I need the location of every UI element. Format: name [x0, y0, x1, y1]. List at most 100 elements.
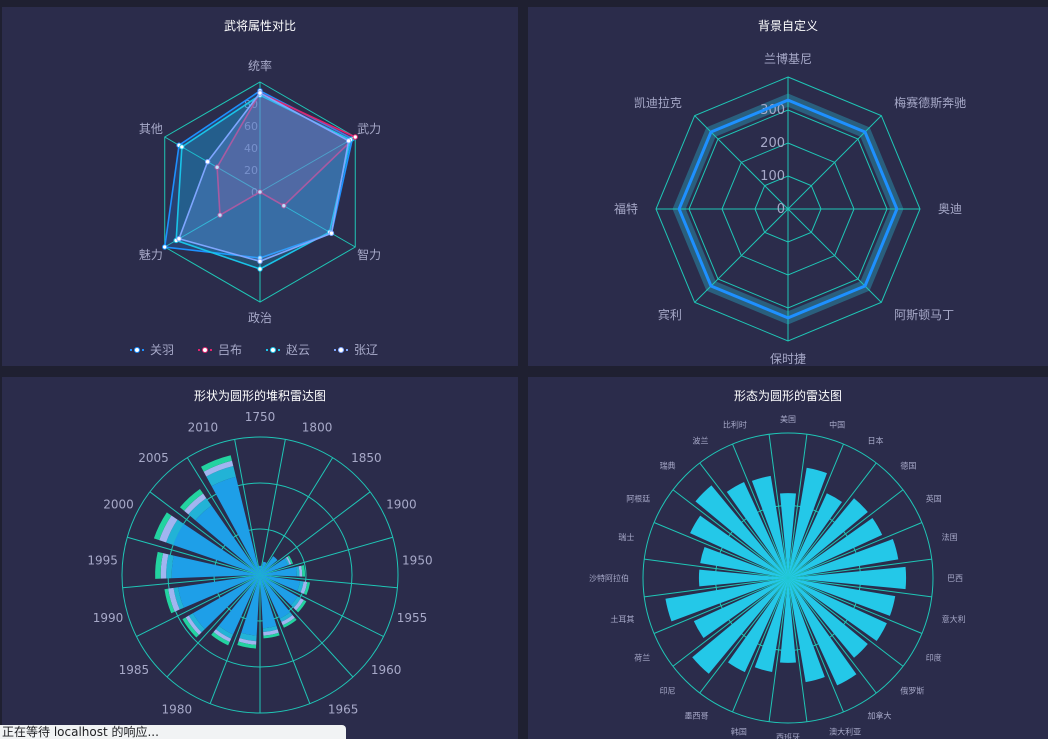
polar-bar-segment — [298, 565, 303, 577]
radial-tick-label: 0 — [777, 202, 785, 217]
category-label: 德国 — [900, 461, 916, 471]
polar-axis-line — [136, 574, 261, 637]
polar-bar-segment — [203, 460, 234, 477]
polar-axis-line — [653, 577, 789, 634]
polar-axis-line — [127, 536, 261, 576]
polar-axis-line — [699, 462, 789, 579]
polar-bar-segment — [260, 575, 301, 592]
category-label: 巴西 — [947, 574, 963, 583]
polar-bar — [788, 498, 868, 578]
chart-title: 背景自定义 — [757, 19, 818, 33]
polar-bar — [695, 485, 788, 578]
polar-bar-segment — [166, 554, 174, 579]
polar-bar-segment — [260, 575, 298, 606]
legend-label: 关羽 — [150, 343, 174, 357]
polar-axis-line — [787, 434, 808, 579]
polar-bar-segment — [297, 580, 304, 593]
polar-axis-line — [653, 522, 789, 579]
panel-general-attributes: 武将属性对比 统率 武力 智力 政治 魅力 其他 0 20 40 60 80 关羽 吕布 赵云 张辽 — [2, 7, 518, 366]
polar-bar-segment — [182, 617, 199, 638]
polar-axis-line — [732, 443, 789, 579]
polar-axis-line — [259, 536, 393, 576]
radial-tick-label: 200 — [760, 136, 785, 151]
legend-marker — [202, 347, 208, 353]
category-label: 土耳其 — [610, 614, 634, 624]
panel-stacked-polar: 形状为圆形的堆积雷达图 1750 1800 1850 1900 1950 1955 1960… — [2, 377, 518, 739]
polar-bar-segment — [153, 512, 172, 541]
polar-bar-segment — [281, 614, 295, 626]
indicator-label: 武力 — [357, 122, 381, 136]
category-label: 1995 — [87, 553, 118, 567]
polar-axis-line — [209, 574, 261, 704]
data-point — [352, 134, 358, 140]
category-label: 意大利 — [942, 614, 966, 624]
polar-bar-segment — [213, 629, 232, 643]
category-label: 韩国 — [731, 727, 747, 737]
polar-bar-segment — [195, 505, 260, 575]
indicator-label: 其他 — [139, 122, 163, 136]
category-label: 1955 — [397, 611, 428, 625]
polar-axis-line — [259, 574, 311, 704]
polar-stacked-bar-chart[interactable]: 1750180018501900195019551960196519701975… — [2, 377, 518, 739]
legend-label: 张辽 — [354, 343, 378, 357]
chart-title: 形态为圆形的雷达图 — [733, 389, 842, 403]
polar-axis-line — [787, 577, 844, 713]
polar-bar-segment — [173, 523, 260, 575]
chart-title: 武将属性对比 — [223, 19, 296, 33]
polar-bar-segment — [178, 575, 260, 608]
polar-bar-segment — [201, 455, 232, 472]
radial-tick-label: 100 — [760, 169, 785, 184]
polar-bar-segment — [282, 617, 297, 628]
category-label: 瑞典 — [660, 461, 676, 471]
category-label: 印度 — [926, 653, 942, 663]
polar-axis-line — [644, 577, 789, 598]
polar-bar-segment — [284, 557, 290, 566]
polar-grid-ring — [642, 432, 934, 724]
legend-label: 吕布 — [218, 343, 242, 357]
category-label: 2010 — [188, 421, 219, 435]
polar-bar-segment — [290, 596, 301, 608]
polar-axis-line — [122, 574, 261, 589]
polar-bar-segment — [168, 587, 180, 612]
polar-bar-segment — [263, 629, 279, 636]
category-label: 1960 — [371, 663, 402, 677]
polar-axis-line — [787, 577, 877, 694]
polar-bar-segment — [185, 615, 202, 635]
polar-bar — [751, 475, 788, 578]
category-label: 墨西哥 — [685, 712, 709, 721]
polar-bar-segment — [262, 625, 278, 632]
data-point — [204, 159, 211, 165]
polar-bar — [788, 539, 899, 578]
data-point — [217, 212, 223, 218]
category-label: 阿根廷 — [626, 494, 650, 504]
indicator-label: 统率 — [248, 58, 272, 73]
polar-bar — [780, 493, 796, 578]
category-label: 英国 — [926, 494, 942, 504]
indicator-label: 兰博基尼 — [764, 51, 812, 66]
data-point — [281, 203, 287, 209]
polar-bar-segment — [179, 489, 204, 511]
chart-title: 形状为圆形的堆积雷达图 — [193, 389, 326, 403]
indicator-label: 魅力 — [139, 247, 163, 262]
panel-custom-background: 背景自定义 兰博基尼 梅赛德斯奔驰 奥迪 阿斯顿马丁 保时捷 宾利 福特 凯迪拉克 0 100 20… — [528, 7, 1048, 366]
polar-axis-line — [259, 574, 398, 589]
indicator-label: 政治 — [248, 311, 272, 325]
category-label: 俄罗斯 — [900, 685, 924, 695]
polar-axis-line — [787, 577, 808, 722]
category-label: 2000 — [103, 498, 134, 512]
radial-tick-label: 40 — [244, 142, 258, 155]
category-label: 法国 — [942, 532, 958, 542]
polar-bar-segment — [303, 582, 311, 596]
category-label: 1990 — [93, 611, 124, 625]
category-label: 日本 — [868, 435, 884, 445]
radial-tick-label: 20 — [244, 164, 258, 177]
indicator-label: 福特 — [614, 201, 638, 216]
polar-axis-line — [787, 462, 877, 579]
polar-axis-line — [732, 577, 789, 713]
panel-polar-bar: 形态为圆形的雷达图 美国 中国 日本 德国 英国 法国 巴西 意大利 印度 俄罗斯 加拿大 澳大利亚西… — [528, 377, 1048, 739]
polar-bar — [788, 578, 825, 683]
